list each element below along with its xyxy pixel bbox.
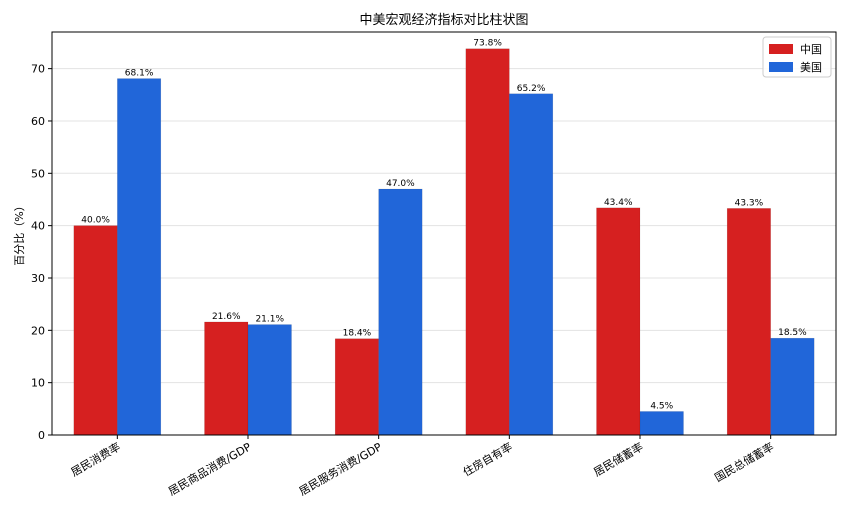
x-tick-label-0: 居民消费率: [68, 439, 123, 479]
value-label-china-3: 73.8%: [473, 39, 502, 49]
bar-usa-1: [247, 324, 292, 436]
gridlines: [52, 68, 836, 384]
plot-frame: [51, 31, 837, 436]
y-tick-label-1: 10: [31, 377, 45, 390]
x-tick-label-3: 住房自有率: [460, 439, 515, 479]
value-label-usa-0: 68.1%: [125, 69, 154, 79]
value-label-usa-4: 4.5%: [650, 401, 673, 411]
x-tick-label-4: 居民储蓄率: [591, 439, 646, 479]
bars: [73, 48, 815, 436]
bar-usa-5: [770, 337, 815, 436]
x-tick-label-1: 居民商品消费/GDP: [166, 439, 254, 498]
y-tick-label-2: 20: [31, 324, 45, 337]
value-label-china-5: 43.3%: [735, 198, 764, 208]
value-label-usa-1: 21.1%: [255, 315, 284, 325]
value-label-usa-5: 18.5%: [778, 328, 807, 338]
y-tick-label-6: 60: [31, 115, 45, 128]
value-label-china-0: 40.0%: [81, 216, 110, 226]
value-label-usa-2: 47.0%: [386, 179, 415, 189]
bar-usa-2: [378, 188, 423, 436]
legend-swatch-usa: [769, 62, 793, 72]
bar-usa-4: [639, 411, 684, 436]
bar-china-2: [334, 338, 379, 436]
bar-china-0: [73, 225, 118, 436]
value-label-china-4: 43.4%: [604, 198, 633, 208]
y-tick-label-5: 50: [31, 167, 45, 180]
bar-china-5: [726, 208, 771, 436]
y-tick-label-0: 0: [38, 429, 45, 442]
y-axis-title: 百分比（%）: [13, 200, 26, 265]
y-tick-label-3: 30: [31, 272, 45, 285]
bar-china-1: [204, 321, 249, 436]
data-labels: 40.0% 68.1% 21.6% 21.1% 18.4% 47.0% 73.8% 65.2%…: [81, 39, 807, 412]
bar-usa-0: [117, 78, 162, 436]
x-tick-label-5: 国民总储蓄率: [712, 439, 776, 484]
value-label-china-2: 18.4%: [343, 329, 372, 339]
bar-china-4: [596, 207, 641, 436]
y-tick-label-4: 40: [31, 220, 45, 233]
x-tick-label-2: 居民服务消费/GDP: [296, 439, 384, 498]
bar-usa-3: [509, 93, 554, 436]
legend-label-china: 中国: [800, 43, 822, 56]
legend-label-usa: 美国: [800, 61, 822, 74]
legend-swatch-china: [769, 44, 793, 54]
chart-title: 中美宏观经济指标对比柱状图: [359, 13, 528, 28]
bar-china-3: [465, 48, 510, 436]
value-label-china-1: 21.6%: [212, 312, 241, 322]
value-label-usa-3: 65.2%: [517, 84, 546, 94]
y-tick-label-7: 70: [31, 63, 45, 76]
